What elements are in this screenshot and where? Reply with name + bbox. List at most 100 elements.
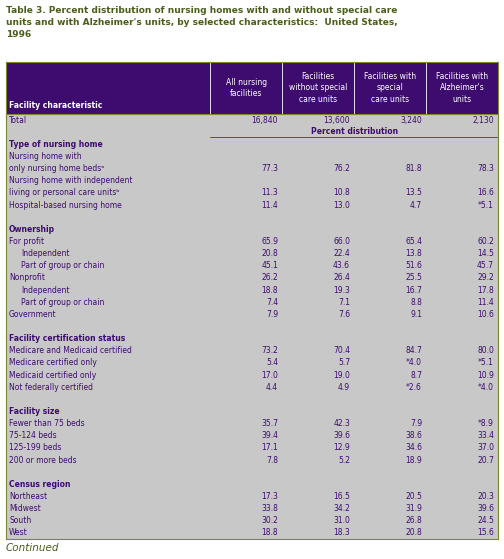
Text: 17.3: 17.3 <box>261 492 278 501</box>
Text: 20.7: 20.7 <box>477 456 494 465</box>
Text: South: South <box>9 517 31 525</box>
Text: Facility size: Facility size <box>9 407 59 416</box>
Text: 17.0: 17.0 <box>261 371 278 380</box>
Text: 19.3: 19.3 <box>333 286 350 295</box>
Text: 7.6: 7.6 <box>338 310 350 319</box>
Text: 45.7: 45.7 <box>477 261 494 271</box>
Text: 24.5: 24.5 <box>477 517 494 525</box>
Text: 75-124 beds: 75-124 beds <box>9 432 56 440</box>
Text: 8.7: 8.7 <box>410 371 422 380</box>
Text: 10.8: 10.8 <box>333 188 350 197</box>
Text: 26.8: 26.8 <box>405 517 422 525</box>
Text: 76.2: 76.2 <box>333 164 350 173</box>
Text: Table 3. Percent distribution of nursing homes with and without special care
uni: Table 3. Percent distribution of nursing… <box>6 6 398 39</box>
Text: 78.3: 78.3 <box>477 164 494 173</box>
Text: 5.7: 5.7 <box>338 358 350 367</box>
Text: 11.4: 11.4 <box>477 298 494 307</box>
Text: 81.8: 81.8 <box>405 164 422 173</box>
Text: 39.6: 39.6 <box>333 432 350 440</box>
Text: Medicaid certified only: Medicaid certified only <box>9 371 96 380</box>
Text: 16.5: 16.5 <box>333 492 350 501</box>
Text: 26.4: 26.4 <box>333 273 350 282</box>
Text: 13,600: 13,600 <box>324 116 350 125</box>
Text: 16.6: 16.6 <box>477 188 494 197</box>
Text: 80.0: 80.0 <box>477 346 494 356</box>
Text: 18.8: 18.8 <box>262 528 278 537</box>
Text: 9.1: 9.1 <box>410 310 422 319</box>
Text: 18.3: 18.3 <box>333 528 350 537</box>
Text: Part of group or chain: Part of group or chain <box>21 261 104 271</box>
Text: 51.6: 51.6 <box>405 261 422 271</box>
Bar <box>6 114 498 539</box>
Text: *4.0: *4.0 <box>478 383 494 392</box>
Text: Medicare and Medicaid certified: Medicare and Medicaid certified <box>9 346 132 356</box>
Text: 5.2: 5.2 <box>338 456 350 465</box>
Text: 30.2: 30.2 <box>261 517 278 525</box>
Text: Facilities with
special
care units: Facilities with special care units <box>364 73 416 103</box>
Text: 31.9: 31.9 <box>405 504 422 513</box>
Text: 39.6: 39.6 <box>477 504 494 513</box>
Text: Medicare certified only: Medicare certified only <box>9 358 97 367</box>
Text: 13.5: 13.5 <box>405 188 422 197</box>
Text: Northeast: Northeast <box>9 492 47 501</box>
Bar <box>6 62 498 114</box>
Text: 20.8: 20.8 <box>405 528 422 537</box>
Text: 16.7: 16.7 <box>405 286 422 295</box>
Text: 7.9: 7.9 <box>410 419 422 428</box>
Text: 43.6: 43.6 <box>333 261 350 271</box>
Text: 10.9: 10.9 <box>477 371 494 380</box>
Text: Part of group or chain: Part of group or chain <box>21 298 104 307</box>
Text: 26.2: 26.2 <box>262 273 278 282</box>
Text: 15.6: 15.6 <box>477 528 494 537</box>
Text: 14.5: 14.5 <box>477 249 494 258</box>
Text: 22.4: 22.4 <box>333 249 350 258</box>
Text: *5.1: *5.1 <box>478 201 494 210</box>
Text: Census region: Census region <box>9 480 71 489</box>
Text: Ownership: Ownership <box>9 225 55 234</box>
Text: *4.0: *4.0 <box>406 358 422 367</box>
Text: 4.4: 4.4 <box>266 383 278 392</box>
Text: Total: Total <box>9 116 27 125</box>
Text: 45.1: 45.1 <box>261 261 278 271</box>
Text: 65.9: 65.9 <box>261 237 278 246</box>
Text: 7.4: 7.4 <box>266 298 278 307</box>
Text: Independent: Independent <box>21 286 70 295</box>
Text: 66.0: 66.0 <box>333 237 350 246</box>
Text: Not federally certified: Not federally certified <box>9 383 93 392</box>
Text: West: West <box>9 528 28 537</box>
Text: Midwest: Midwest <box>9 504 41 513</box>
Text: Continued: Continued <box>6 543 59 553</box>
Text: 16,840: 16,840 <box>251 116 278 125</box>
Text: 34.6: 34.6 <box>405 443 422 452</box>
Text: 17.1: 17.1 <box>262 443 278 452</box>
Text: 18.9: 18.9 <box>405 456 422 465</box>
Text: 60.2: 60.2 <box>477 237 494 246</box>
Text: 84.7: 84.7 <box>405 346 422 356</box>
Text: 7.1: 7.1 <box>338 298 350 307</box>
Text: 5.4: 5.4 <box>266 358 278 367</box>
Text: 34.2: 34.2 <box>333 504 350 513</box>
Text: Government: Government <box>9 310 56 319</box>
Text: 37.0: 37.0 <box>477 443 494 452</box>
Text: 77.3: 77.3 <box>261 164 278 173</box>
Text: All nursing
facilities: All nursing facilities <box>226 78 267 98</box>
Text: 8.8: 8.8 <box>410 298 422 307</box>
Text: Facility certification status: Facility certification status <box>9 334 125 343</box>
Text: 4.9: 4.9 <box>338 383 350 392</box>
Text: 70.4: 70.4 <box>333 346 350 356</box>
Text: Fewer than 75 beds: Fewer than 75 beds <box>9 419 85 428</box>
Text: *8.9: *8.9 <box>478 419 494 428</box>
Text: 29.2: 29.2 <box>477 273 494 282</box>
Text: 20.5: 20.5 <box>405 492 422 501</box>
Text: 65.4: 65.4 <box>405 237 422 246</box>
Text: 4.7: 4.7 <box>410 201 422 210</box>
Text: 200 or more beds: 200 or more beds <box>9 456 77 465</box>
Text: 13.0: 13.0 <box>333 201 350 210</box>
Text: only nursing home bedsᵃ: only nursing home bedsᵃ <box>9 164 104 173</box>
Text: *2.6: *2.6 <box>406 383 422 392</box>
Text: 11.4: 11.4 <box>262 201 278 210</box>
Text: Facility characteristic: Facility characteristic <box>9 101 102 110</box>
Text: 35.7: 35.7 <box>261 419 278 428</box>
Text: For profit: For profit <box>9 237 44 246</box>
Text: 33.8: 33.8 <box>261 504 278 513</box>
